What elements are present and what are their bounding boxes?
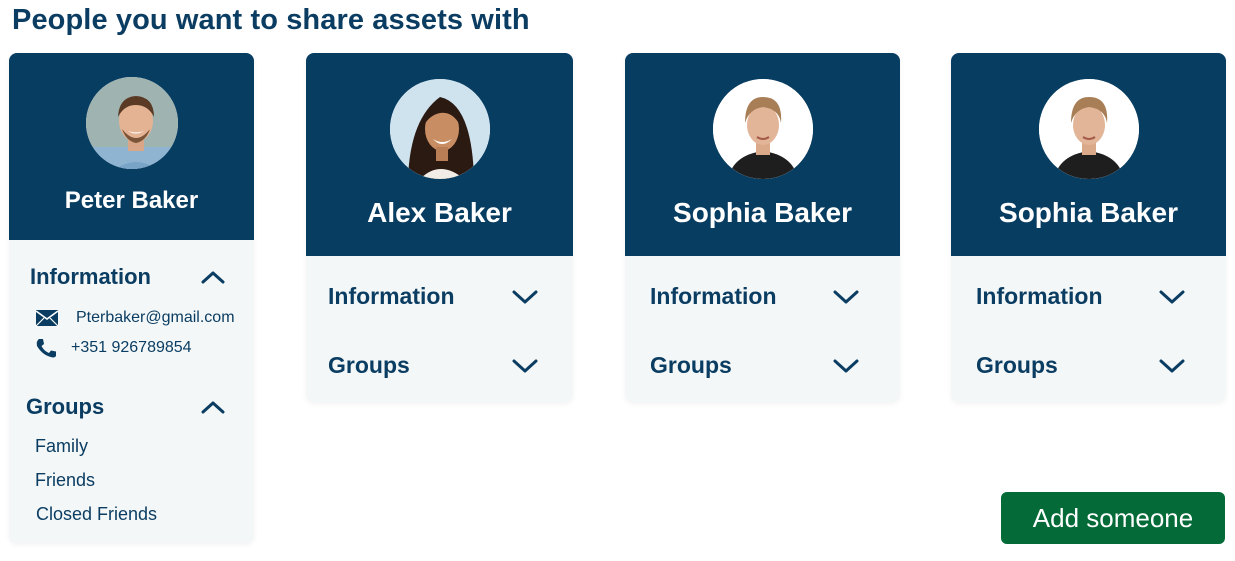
avatar <box>1038 79 1139 179</box>
avatar <box>85 77 178 169</box>
information-toggle[interactable]: Information <box>650 283 860 310</box>
group-item-closed-friends[interactable]: Closed Friends <box>36 504 158 524</box>
section-label: Information <box>328 283 455 309</box>
phone-text[interactable]: +351 926789854 <box>71 339 192 356</box>
phone-row: +351 926789854 <box>35 338 192 358</box>
chevron-up-icon <box>201 401 225 414</box>
avatar <box>389 79 490 179</box>
person-card-sophia-1: Sophia Baker Information Groups <box>625 53 900 402</box>
envelope-icon <box>35 310 59 327</box>
card-header: Sophia Baker <box>951 53 1226 256</box>
section-label: Information <box>30 264 151 289</box>
information-toggle[interactable]: Information <box>328 283 539 310</box>
card-name: Alex Baker <box>367 197 512 228</box>
chevron-down-icon <box>833 290 859 303</box>
chevron-down-icon <box>512 290 538 303</box>
card-header: Sophia Baker <box>625 53 900 256</box>
groups-toggle[interactable]: Groups <box>976 352 1186 379</box>
chevron-up-icon <box>201 271 225 284</box>
section-label: Groups <box>650 352 732 378</box>
information-toggle[interactable]: Information <box>976 283 1186 310</box>
page-title: People you want to share assets with <box>12 4 530 36</box>
section-label: Information <box>976 283 1103 309</box>
person-card-sophia-2: Sophia Baker Information Groups <box>951 53 1226 402</box>
chevron-down-icon <box>512 359 538 372</box>
groups-toggle[interactable]: Groups <box>650 352 860 379</box>
person-card-peter: Peter Baker Information Pterbaker@gmail.… <box>9 53 254 543</box>
card-header: Alex Baker <box>306 53 573 256</box>
group-item-friends[interactable]: Friends <box>35 470 96 490</box>
email-row: Pterbaker@gmail.com <box>35 309 235 327</box>
add-someone-button[interactable]: Add someone <box>1001 492 1225 544</box>
section-label: Groups <box>26 394 105 419</box>
chevron-down-icon <box>1159 359 1185 372</box>
person-card-alex: Alex Baker Information Groups <box>306 53 573 402</box>
groups-toggle[interactable]: Groups <box>26 394 226 420</box>
card-name: Peter Baker <box>64 187 199 214</box>
groups-toggle[interactable]: Groups <box>328 352 539 379</box>
avatar <box>712 79 813 179</box>
card-name: Sophia Baker <box>673 197 852 228</box>
card-header: Peter Baker <box>9 53 254 240</box>
group-item-family[interactable]: Family <box>35 436 88 456</box>
phone-icon <box>36 339 56 358</box>
section-label: Groups <box>976 352 1058 378</box>
email-text[interactable]: Pterbaker@gmail.com <box>76 309 235 326</box>
information-toggle[interactable]: Information <box>30 264 226 290</box>
section-label: Groups <box>328 352 410 378</box>
chevron-down-icon <box>833 359 859 372</box>
section-label: Information <box>650 283 777 309</box>
chevron-down-icon <box>1159 290 1185 303</box>
card-name: Sophia Baker <box>999 197 1178 228</box>
